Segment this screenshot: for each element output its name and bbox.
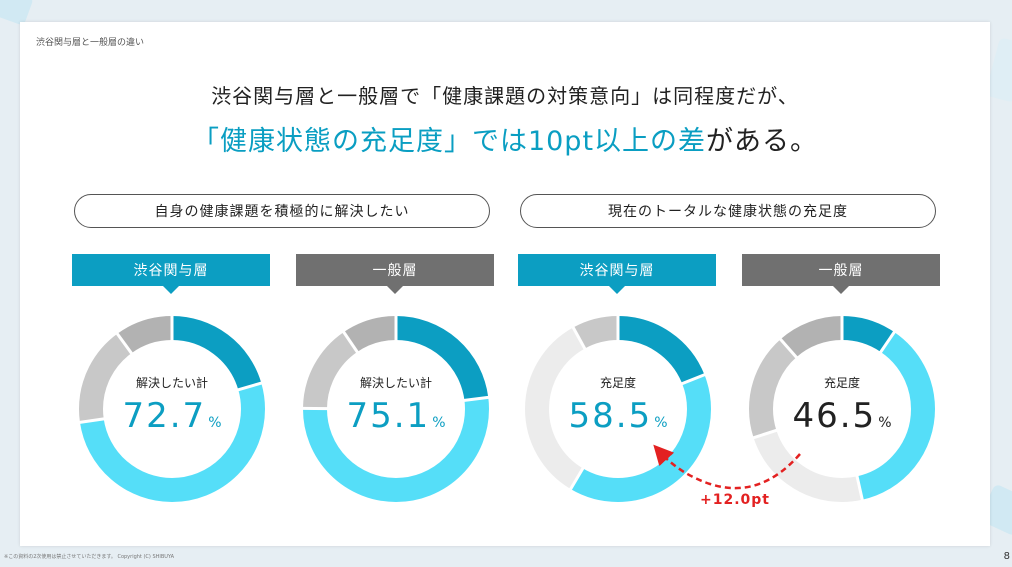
donut-segment [525,316,711,502]
donut-separator [855,475,864,502]
donut-separator [568,466,585,491]
donut-shibuya-intent [78,315,265,502]
donut-label-3: 充足度 [599,376,636,390]
tag-general-1: 一般層 [296,254,494,294]
difference-label: +12.0pt [700,492,770,508]
breadcrumb: 渋谷関与層と一般層の違い [36,38,145,48]
donut-separator [680,373,706,386]
tag-general-2: 一般層 [742,254,940,294]
donut-value-2: 75.1% [346,396,446,436]
donut-separator [778,337,799,359]
donut-general-satisfaction [749,315,935,502]
tag-shibuya-1: 渋谷関与層 [72,254,270,294]
page-number: 8 [1003,551,1010,562]
headline-line1: 渋谷関与層と一般層で「健康課題の対策意向」は同程度だが、 [211,84,799,108]
headline-highlight: 「健康状態の充足度」では10pt以上の差 [191,126,707,157]
donut-segment [749,316,935,502]
headline-line2: 「健康状態の充足度」では10pt以上の差がある。 [20,119,990,158]
donut-separator [115,332,134,355]
donut-shibuya-satisfaction [525,315,711,502]
donut-value-4: 46.5% [792,396,892,436]
donut-segment [79,316,265,502]
donut-separator [571,325,587,351]
donut-separator [878,330,897,354]
donut-segment [525,316,711,502]
donut-separator [236,381,263,392]
donut-segment [749,316,935,502]
donut-segment [79,316,265,502]
donut-general-intent [301,315,490,502]
donut-label-2: 解決したい計 [359,376,432,390]
tag-shibuya-2: 渋谷関与層 [518,254,716,294]
headline-rest: がある。 [706,126,819,157]
slide: 渋谷関与層と一般層の違い 渋谷関与層と一般層で「健康課題の対策意向」は同程度だが… [20,22,990,546]
donut-segment [749,316,935,502]
section-title-satisfaction: 現在のトータルな健康状態の充足度 [520,194,936,228]
donut-label-4: 充足度 [823,376,860,390]
donut-value-3: 58.5% [568,396,668,436]
section-title-intent: 自身の健康課題を積極的に解決したい [74,194,490,228]
donut-separator [463,395,490,402]
donut-separator [752,428,778,440]
donut-label-1: 解決したい計 [135,376,208,390]
donut-value-1: 72.7% [122,396,222,436]
footer-note: ※この資料の2次使用は禁止させていただきます。 Copyright (C) SH… [4,554,175,560]
donut-separator [341,330,360,354]
donut-separator [78,417,105,425]
